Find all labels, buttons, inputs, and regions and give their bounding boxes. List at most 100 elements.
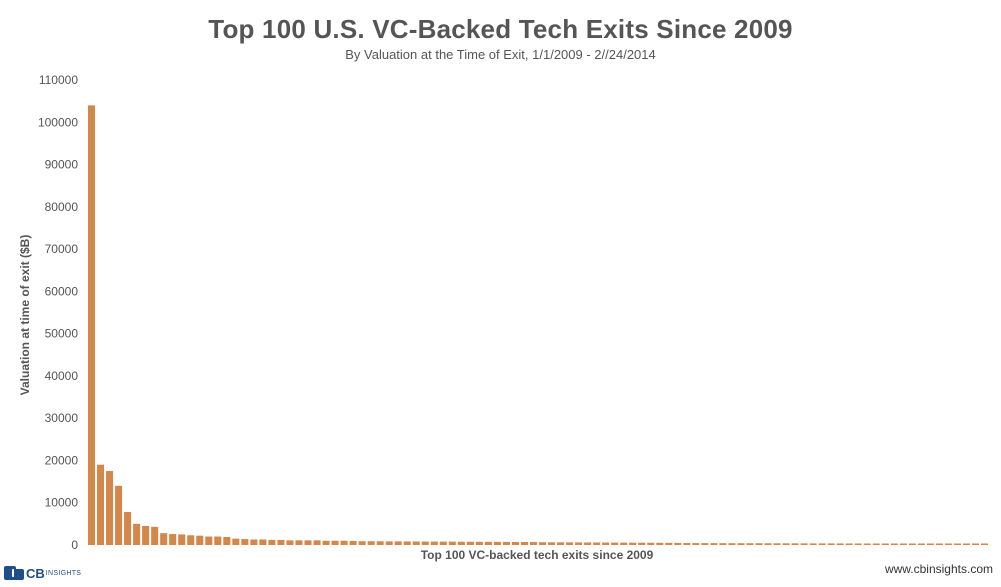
bar (313, 540, 321, 545)
y-tick-label: 30000 (45, 411, 79, 425)
bar (719, 543, 727, 545)
bar (115, 485, 123, 545)
bar (548, 542, 556, 545)
bar (818, 543, 826, 545)
bar (674, 542, 682, 545)
y-tick-label: 110000 (39, 73, 78, 87)
bar (809, 543, 817, 545)
bar (133, 523, 141, 545)
bar (854, 543, 862, 545)
bar (196, 535, 204, 545)
bar (575, 542, 583, 545)
bar (529, 542, 538, 545)
bar (755, 543, 763, 545)
bar (872, 543, 880, 545)
bar (782, 543, 790, 545)
bar (331, 540, 339, 545)
y-tick-label: 60000 (45, 284, 79, 298)
bar (980, 543, 989, 545)
bar (178, 534, 186, 545)
bar (394, 541, 402, 545)
bar (908, 543, 916, 545)
bars-group (88, 105, 989, 545)
bar (358, 541, 366, 545)
bar (863, 543, 871, 545)
bar (962, 543, 970, 545)
bar (439, 541, 447, 545)
y-tick-label: 20000 (45, 453, 79, 467)
bar (701, 543, 709, 545)
bar (403, 541, 411, 545)
y-tick-label: 50000 (45, 327, 79, 341)
bar (566, 542, 574, 545)
website-link[interactable]: www.cbinsights.com (884, 562, 993, 576)
bar (539, 542, 547, 545)
bar (944, 543, 952, 545)
bar (845, 543, 853, 545)
bar (205, 536, 213, 545)
y-axis-title: Valuation at time of exit ($B) (18, 235, 32, 396)
bar (412, 541, 420, 545)
bar (475, 541, 483, 545)
bar (367, 541, 375, 545)
bar (160, 533, 168, 545)
bar (800, 543, 808, 545)
bar (106, 471, 114, 545)
y-tick-label: 80000 (45, 200, 79, 214)
bar (421, 541, 429, 545)
bar (746, 543, 754, 545)
bar (88, 105, 96, 545)
bar (926, 543, 934, 545)
bar (151, 526, 159, 545)
bar (259, 539, 267, 545)
bar (493, 541, 501, 545)
bar (710, 543, 718, 545)
bar (773, 543, 781, 545)
bar (457, 541, 465, 545)
bar (557, 542, 565, 545)
bar (827, 543, 835, 545)
logo-insights-text: INSIGHTS (45, 569, 82, 577)
bar (692, 543, 700, 545)
bar (917, 543, 925, 545)
bar (647, 542, 655, 545)
y-tick-label: 0 (71, 538, 78, 552)
y-axis-ticks: 0 10000 20000 30000 40000 50000 60000 70000 8000… (38, 73, 78, 552)
chart-title: Top 100 U.S. VC-Backed Tech Exits Since … (208, 14, 793, 44)
bar (376, 541, 384, 545)
cb-logo-icon (4, 566, 24, 580)
bar (520, 541, 528, 545)
bar (277, 539, 285, 545)
chart-subtitle: By Valuation at the Time of Exit, 1/1/20… (345, 47, 656, 62)
bar (656, 542, 664, 545)
y-tick-label: 100000 (38, 115, 78, 129)
bar (638, 542, 646, 545)
bar (430, 541, 438, 545)
bar (665, 542, 673, 545)
bar (340, 540, 348, 545)
bar (836, 543, 844, 545)
bar (142, 525, 150, 545)
bar (124, 512, 132, 545)
x-axis-title: Top 100 VC-backed tech exits since 2009 (421, 548, 654, 562)
bar (899, 543, 907, 545)
bar (935, 543, 943, 545)
bar (764, 543, 772, 545)
bar (466, 541, 474, 545)
bar (890, 543, 898, 545)
bar (349, 540, 357, 545)
bar (881, 543, 889, 545)
bar (232, 538, 240, 545)
bar (953, 543, 961, 545)
bar (241, 539, 249, 545)
bar (385, 541, 393, 545)
bar (971, 543, 979, 545)
bar (304, 540, 312, 545)
bar (502, 541, 510, 545)
bar (295, 540, 303, 545)
cb-insights-logo: CB INSIGHTS (4, 563, 81, 583)
y-tick-label: 10000 (45, 496, 79, 510)
bar (286, 540, 294, 545)
bar (629, 542, 637, 545)
